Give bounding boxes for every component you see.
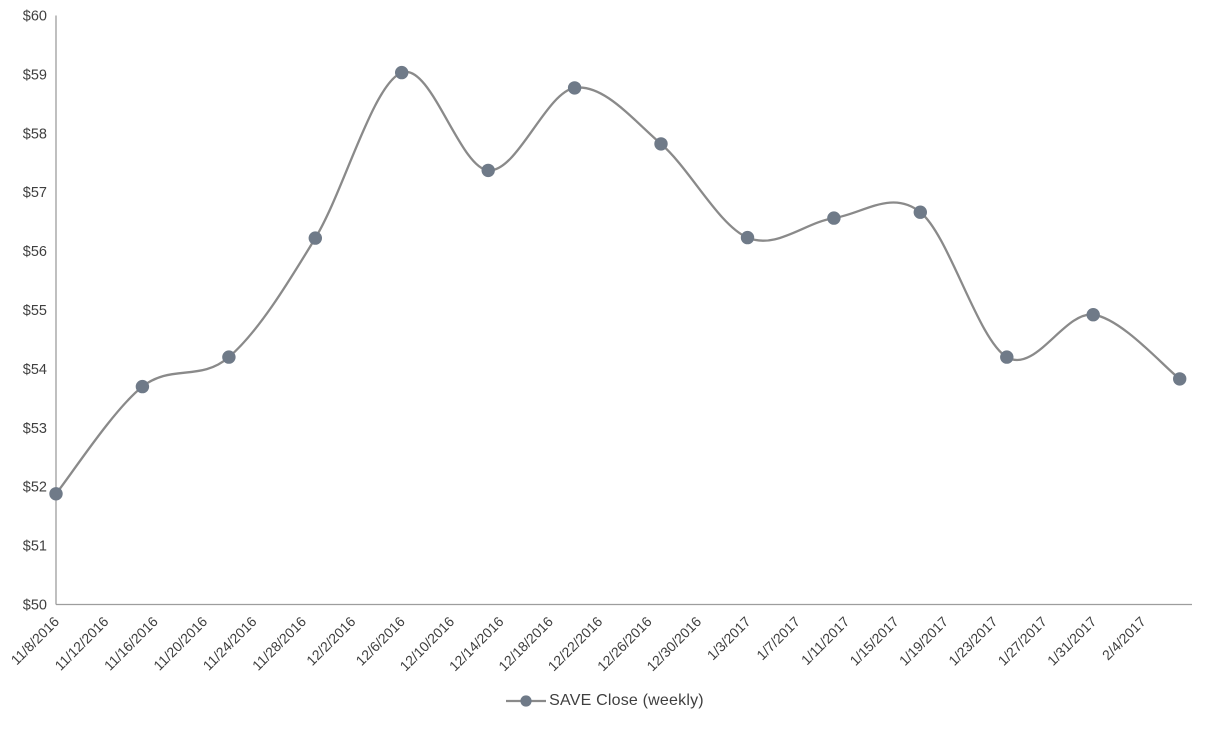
x-tick-label: 1/19/2017: [896, 613, 952, 669]
y-tick-label: $57: [23, 185, 47, 201]
data-point-marker: [913, 205, 927, 219]
y-tick-label: $54: [23, 362, 47, 378]
data-point-marker: [740, 230, 755, 245]
data-point-marker: [222, 350, 236, 364]
data-point-marker: [567, 81, 582, 95]
y-tick-label: $50: [23, 598, 47, 614]
y-tick-label: $60: [23, 9, 47, 25]
data-point-marker: [654, 137, 668, 151]
x-tick-label: 2/4/2017: [1099, 613, 1149, 663]
y-tick-label: $51: [23, 539, 47, 555]
x-tick-label: 1/7/2017: [753, 613, 803, 663]
legend: SAVE Close (weekly): [0, 692, 1209, 710]
x-tick-label: 1/31/2017: [1044, 613, 1100, 669]
data-point-marker: [395, 65, 409, 80]
x-tick-label: 1/15/2017: [846, 613, 902, 669]
data-point-marker: [49, 487, 63, 501]
x-tick-label: 12/2/2016: [303, 613, 359, 669]
y-tick-label: $52: [23, 480, 47, 496]
series-line: [55, 70, 1181, 495]
legend-line-marker-icon: [506, 695, 547, 707]
data-point-marker: [135, 379, 150, 394]
data-point-marker: [1173, 372, 1187, 386]
y-tick-label: $58: [23, 126, 47, 142]
y-tick-label: $59: [23, 67, 47, 83]
data-point-marker: [1086, 308, 1100, 322]
x-tick-label: 11/28/2016: [249, 613, 309, 673]
y-tick-label: $55: [23, 303, 47, 319]
x-tick-label: 1/23/2017: [945, 613, 1001, 669]
y-tick-label: $53: [23, 421, 47, 437]
legend-label: SAVE Close (weekly): [549, 692, 704, 709]
x-tick-label: 1/3/2017: [704, 613, 754, 663]
y-tick-label: $56: [23, 244, 47, 260]
data-point-marker: [827, 211, 841, 225]
data-point-marker: [1000, 350, 1014, 364]
data-point-marker: [308, 231, 322, 245]
data-point-marker: [481, 163, 495, 178]
x-tick-label: 1/27/2017: [995, 613, 1051, 669]
x-tick-label: 1/11/2017: [798, 613, 853, 668]
